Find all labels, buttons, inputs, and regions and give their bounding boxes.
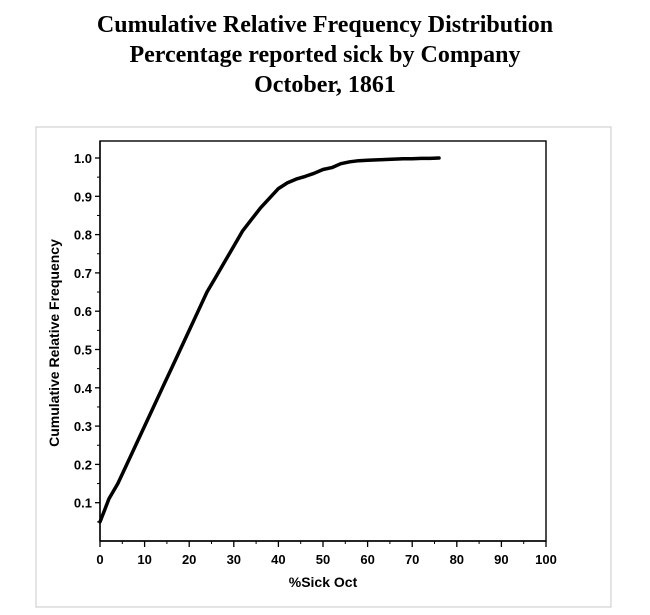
y-axis-label: Cumulative Relative Frequency — [46, 239, 62, 447]
chart-title: Cumulative Relative Frequency Distributi… — [0, 10, 650, 100]
y-tick-label: 0.8 — [74, 228, 92, 243]
y-tick-label: 0.7 — [74, 266, 92, 281]
x-tick-label: 10 — [137, 552, 151, 567]
x-tick-label: 30 — [227, 552, 241, 567]
x-tick-label: 20 — [182, 552, 196, 567]
y-tick-label: 0.3 — [74, 419, 92, 434]
y-tick-label: 0.1 — [74, 496, 92, 511]
x-axis-label: %Sick Oct — [289, 574, 358, 590]
y-tick-label: 0.9 — [74, 189, 92, 204]
y-ticks: 0.1 0.2 0.3 0.4 0.5 0.6 0.7 0.8 0.9 1.0 — [74, 151, 100, 523]
chart-panel — [35, 126, 612, 608]
y-tick-label: 0.5 — [74, 343, 92, 358]
y-tick-label: 0.4 — [74, 381, 93, 396]
chart-title-line-3: October, 1861 — [254, 72, 396, 98]
x-tick-label: 70 — [405, 552, 419, 567]
x-tick-label: 80 — [450, 552, 464, 567]
x-tick-label: 60 — [360, 552, 374, 567]
chart-title-line-2: Percentage reported sick by Company — [129, 42, 521, 68]
y-tick-label: 1.0 — [74, 151, 92, 166]
y-tick-label: 0.2 — [74, 457, 92, 472]
chart-title-line-1: Cumulative Relative Frequency Distributi… — [96, 12, 554, 38]
x-tick-label: 0 — [96, 552, 103, 567]
y-tick-label: 0.6 — [74, 304, 92, 319]
x-tick-label: 90 — [494, 552, 508, 567]
x-tick-label: 40 — [271, 552, 285, 567]
x-tick-label: 50 — [316, 552, 330, 567]
x-tick-label: 100 — [535, 552, 557, 567]
x-ticks: 0 10 20 30 40 50 60 70 80 90 100 — [96, 541, 557, 567]
series-line-cumulative-frequency — [98, 156, 441, 524]
